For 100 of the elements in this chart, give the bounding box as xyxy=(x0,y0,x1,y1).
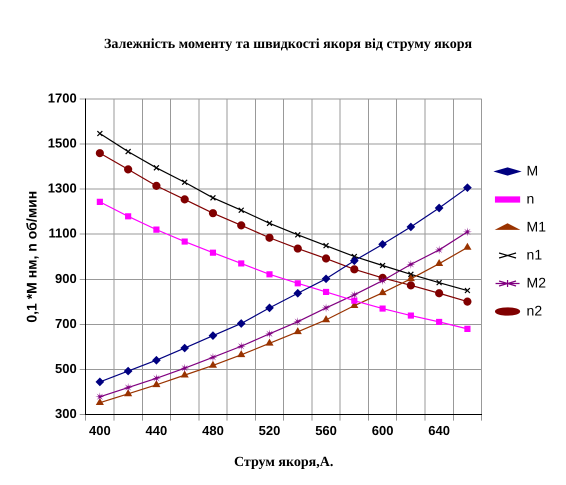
point xyxy=(294,244,302,253)
legend-label: M2 xyxy=(526,274,546,290)
point xyxy=(210,194,216,201)
point xyxy=(124,366,132,376)
y-tick-label: 1100 xyxy=(48,226,77,241)
point xyxy=(294,280,301,286)
point xyxy=(406,222,415,232)
point xyxy=(181,371,188,378)
point xyxy=(322,316,330,322)
point xyxy=(380,262,386,269)
y-tick-label: 900 xyxy=(55,270,77,286)
point xyxy=(322,274,330,283)
point xyxy=(436,318,442,325)
point xyxy=(209,361,217,368)
point xyxy=(378,240,387,248)
point xyxy=(464,243,472,250)
point xyxy=(124,390,132,396)
point xyxy=(265,304,274,312)
point xyxy=(462,227,472,236)
point xyxy=(408,271,414,278)
point xyxy=(95,392,104,402)
point xyxy=(96,198,103,205)
point xyxy=(266,271,273,278)
x-tick-label: 400 xyxy=(89,422,111,438)
point xyxy=(208,332,218,340)
point xyxy=(152,380,160,388)
y-tick-label: 300 xyxy=(55,406,77,422)
y-axis-title: 0,1 *M нм, n об/мин xyxy=(23,190,40,323)
point xyxy=(351,253,358,260)
point xyxy=(463,184,472,192)
point xyxy=(182,179,188,186)
x-tick-label: 560 xyxy=(315,422,337,438)
x-tick-label: 640 xyxy=(428,422,450,438)
point xyxy=(407,274,414,282)
point xyxy=(265,329,274,338)
point xyxy=(436,260,443,266)
point xyxy=(378,276,388,286)
x-tick-label: 480 xyxy=(202,422,224,438)
point xyxy=(237,319,246,328)
point xyxy=(435,204,444,212)
y-tick-label: 700 xyxy=(55,316,77,331)
point xyxy=(236,342,246,351)
point xyxy=(350,265,358,274)
point xyxy=(238,207,244,214)
point xyxy=(464,326,470,332)
point xyxy=(180,364,190,373)
point xyxy=(152,182,161,190)
legend-label: n xyxy=(526,190,534,206)
point xyxy=(436,280,442,286)
point xyxy=(208,209,218,218)
point xyxy=(152,356,161,364)
point xyxy=(265,234,274,242)
point xyxy=(124,165,132,174)
chart-title: Залежність моменту та швидкості якоря від струму якоря xyxy=(104,37,472,52)
point xyxy=(153,226,160,233)
point xyxy=(266,339,274,346)
point xyxy=(293,317,302,326)
point xyxy=(294,289,302,298)
legend-label: M1 xyxy=(526,218,546,234)
x-axis-title: Струм якоря,А. xyxy=(234,455,334,470)
point xyxy=(180,344,189,352)
point xyxy=(463,297,472,306)
point xyxy=(96,398,104,405)
legend-label: n2 xyxy=(526,302,542,318)
point xyxy=(96,378,104,386)
x-tick-label: 600 xyxy=(372,422,394,438)
point xyxy=(322,288,330,295)
point xyxy=(322,242,330,249)
point xyxy=(435,289,444,298)
legend-label: M xyxy=(526,162,538,178)
point xyxy=(208,352,218,362)
y-tick-label: 1300 xyxy=(48,180,77,196)
point xyxy=(96,149,104,158)
point xyxy=(125,213,132,220)
point xyxy=(180,195,189,204)
point xyxy=(125,148,132,155)
y-tick-label: 1700 xyxy=(48,90,77,106)
point xyxy=(322,303,331,312)
point xyxy=(406,260,416,269)
point xyxy=(210,250,216,256)
point xyxy=(350,256,358,265)
point xyxy=(182,238,188,245)
point xyxy=(350,290,359,300)
point xyxy=(153,164,160,171)
point xyxy=(378,288,386,296)
point xyxy=(294,328,302,334)
point xyxy=(380,306,386,312)
x-tick-label: 440 xyxy=(146,422,168,438)
point xyxy=(237,221,246,230)
point xyxy=(322,254,330,263)
point xyxy=(294,232,301,238)
point xyxy=(238,260,244,267)
point xyxy=(464,287,470,294)
point xyxy=(408,312,414,319)
point xyxy=(266,220,273,226)
point xyxy=(434,245,444,254)
point xyxy=(351,298,358,304)
y-tick-label: 500 xyxy=(55,361,77,376)
legend-label: n1 xyxy=(526,246,542,262)
point xyxy=(124,383,133,392)
